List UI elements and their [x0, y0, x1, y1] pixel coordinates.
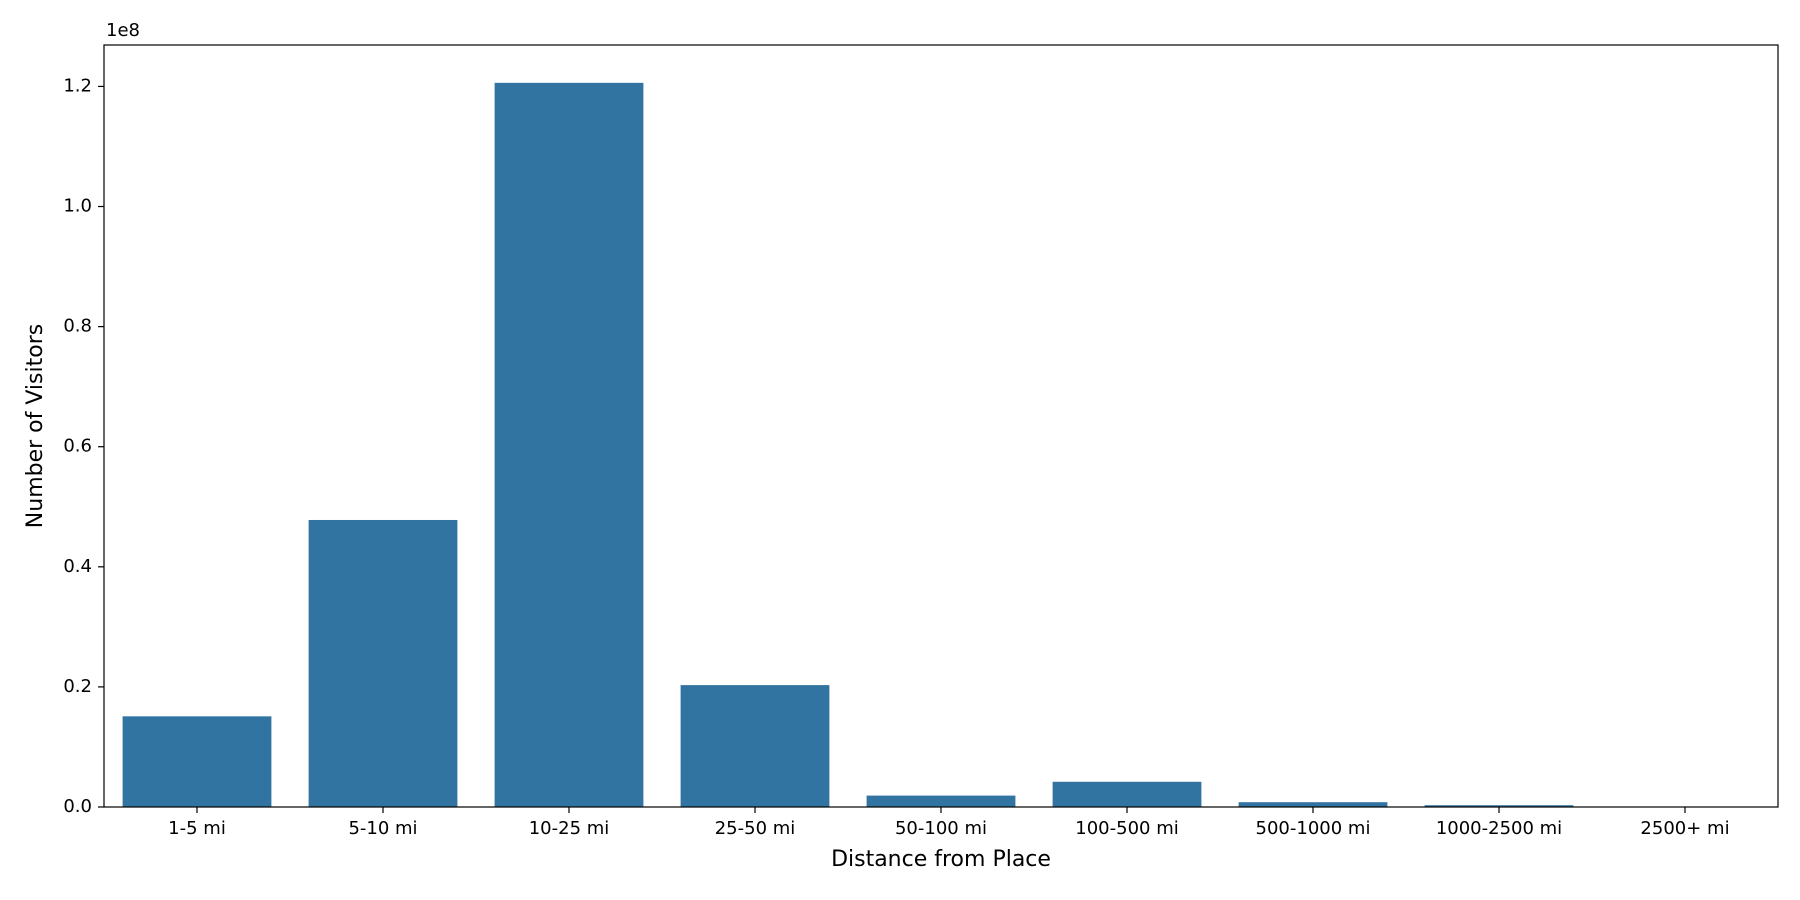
bar: [1238, 802, 1388, 807]
x-tick-label: 100-500 mi: [1075, 818, 1178, 839]
y-tick-label: 0.0: [63, 796, 92, 817]
bar: [308, 519, 458, 807]
x-tick-label: 50-100 mi: [895, 818, 987, 839]
x-tick-label: 25-50 mi: [715, 818, 796, 839]
bar: [1424, 805, 1574, 807]
y-tick-label: 0.2: [63, 676, 92, 697]
x-tick-label: 10-25 mi: [529, 818, 610, 839]
y-tick-label: 1.2: [63, 75, 92, 96]
x-axis-label: Distance from Place: [831, 847, 1051, 872]
bar: [680, 685, 830, 807]
bar: [1052, 781, 1202, 807]
bar: [122, 716, 272, 807]
y-tick-label: 0.8: [63, 316, 92, 337]
x-tick-label: 5-10 mi: [348, 818, 417, 839]
x-tick-label: 2500+ mi: [1640, 818, 1729, 839]
x-tick-label: 1000-2500 mi: [1436, 818, 1562, 839]
y-tick-label: 0.4: [63, 556, 92, 577]
x-tick-label: 500-1000 mi: [1256, 818, 1371, 839]
y-axis-label: Number of Visitors: [23, 324, 48, 528]
bar: [494, 82, 644, 808]
plot-frame: [103, 44, 1779, 808]
y-offset-text: 1e8: [106, 20, 140, 41]
y-tick-label: 0.6: [63, 436, 92, 457]
bar: [866, 795, 1016, 807]
x-tick-label: 1-5 mi: [168, 818, 226, 839]
y-tick-label: 1.0: [63, 196, 92, 217]
